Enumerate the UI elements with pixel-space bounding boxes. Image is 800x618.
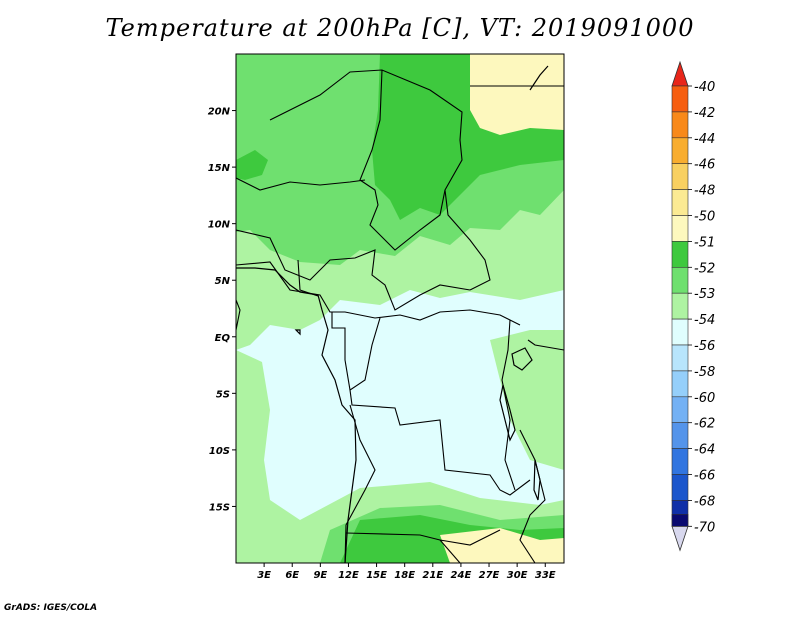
lon-tick-label: 3E bbox=[257, 570, 271, 581]
lon-tick-label: 15E bbox=[366, 570, 387, 581]
temperature-field bbox=[236, 54, 564, 563]
field-region-southeast-light bbox=[490, 330, 564, 470]
colorbar-swatch bbox=[671, 241, 689, 268]
lon-tick-label: 9E bbox=[313, 570, 327, 581]
colorbar-swatch bbox=[671, 137, 689, 165]
lake-victoria-coast bbox=[511, 347, 533, 371]
colorbar-swatch bbox=[671, 344, 689, 372]
field-region-southeast-yellow bbox=[440, 528, 564, 563]
longitude-axis: 3E 6E 9E 12E 15E 18E 21E 24E 27E 30E 33E bbox=[257, 563, 556, 581]
colorbar-bottom-arrow bbox=[671, 525, 689, 552]
colorbar-swatch bbox=[671, 111, 689, 139]
border-line bbox=[439, 539, 461, 563]
field-region-north-dark bbox=[372, 54, 564, 220]
lon-tick-label: 30E bbox=[507, 570, 528, 581]
lake-tanganyika-coast bbox=[499, 384, 516, 442]
lake-malawi-coast bbox=[533, 459, 541, 501]
colorbar-label: -70 bbox=[694, 520, 715, 535]
border-line bbox=[349, 317, 531, 496]
border-line bbox=[359, 69, 446, 251]
border-line bbox=[501, 319, 516, 491]
colorbar-swatch bbox=[671, 448, 689, 475]
lat-tick-label: 15S bbox=[209, 502, 230, 513]
colorbar-swatch bbox=[671, 189, 689, 216]
colorbar-swatch bbox=[671, 215, 689, 242]
border-line bbox=[236, 261, 521, 326]
colorbar-swatch bbox=[671, 474, 689, 501]
colorbar-label: -46 bbox=[694, 158, 715, 173]
lon-tick-label: 33E bbox=[535, 570, 556, 581]
lat-tick-label: EQ bbox=[215, 333, 231, 344]
coastline bbox=[236, 267, 357, 563]
lon-tick-label: 21E bbox=[422, 570, 443, 581]
map-frame bbox=[235, 53, 565, 564]
lon-tick-label: 18E bbox=[394, 570, 415, 581]
border-line bbox=[269, 69, 491, 291]
lat-tick-label: 5N bbox=[215, 276, 231, 287]
colorbar-swatch bbox=[671, 513, 689, 527]
colorbar-label: -68 bbox=[694, 494, 715, 509]
colorbar-swatch bbox=[671, 163, 689, 190]
coastlines bbox=[236, 65, 549, 563]
border-line bbox=[527, 339, 564, 351]
colorbar-label: -51 bbox=[694, 235, 715, 250]
colorbar-swatch bbox=[671, 292, 689, 320]
colorbar-swatch bbox=[671, 266, 689, 294]
colorbar-label: -54 bbox=[694, 313, 715, 328]
lat-tick-label: 15N bbox=[208, 163, 231, 174]
map-title: Temperature at 200hPa [C], VT: 201909100… bbox=[105, 14, 695, 42]
border-line bbox=[331, 312, 351, 391]
field-region-northeast-yellow bbox=[470, 54, 564, 135]
field-region-southwest-light bbox=[236, 350, 320, 563]
colorbar-label: -50 bbox=[694, 210, 715, 225]
lat-tick-label: 10N bbox=[208, 220, 231, 231]
colorbar-label: -66 bbox=[694, 469, 715, 484]
latitude-axis: 20N 15N 10N 5N EQ 5S 10S 15S bbox=[208, 107, 236, 513]
border-line bbox=[344, 404, 376, 563]
colorbar-label: -56 bbox=[694, 339, 715, 354]
credit-label: GrADS: IGES/COLA bbox=[4, 603, 98, 613]
colorbar-top-arrow bbox=[671, 60, 689, 87]
colorbar-label: -42 bbox=[694, 106, 715, 121]
red-sea-coast bbox=[529, 65, 549, 91]
island-coast bbox=[294, 329, 301, 336]
lat-tick-label: 5S bbox=[216, 389, 230, 400]
colorbar-label: -58 bbox=[694, 365, 715, 380]
colorbar-label: -40 bbox=[694, 80, 715, 95]
lon-tick-label: 6E bbox=[285, 570, 299, 581]
colorbar-swatch bbox=[671, 85, 689, 113]
lat-tick-label: 10S bbox=[209, 446, 230, 457]
colorbar-label: -53 bbox=[694, 287, 715, 302]
country-borders bbox=[236, 69, 564, 563]
colorbar-label: -64 bbox=[694, 443, 715, 458]
colorbar-swatch bbox=[671, 370, 689, 398]
border-line bbox=[236, 229, 471, 311]
lon-tick-label: 24E bbox=[451, 570, 472, 581]
colorbar-label: -60 bbox=[694, 391, 715, 406]
lat-tick-label: 20N bbox=[208, 107, 231, 118]
colorbar-label: -48 bbox=[694, 184, 715, 199]
border-line bbox=[236, 177, 366, 191]
field-region-northwest-dark bbox=[236, 150, 268, 180]
colorbar-swatch bbox=[671, 422, 689, 449]
colorbar-swatch bbox=[671, 318, 689, 346]
colorbar: -40 -42 -44 -46 -48 -50 -51 -52 -53 -54 -56 -58 -60 -… bbox=[671, 60, 715, 552]
lon-tick-label: 12E bbox=[338, 570, 359, 581]
border-line bbox=[236, 299, 241, 331]
colorbar-label: -52 bbox=[694, 261, 715, 276]
colorbar-label: -62 bbox=[694, 417, 715, 432]
colorbar-swatch bbox=[671, 396, 689, 423]
colorbar-label: -44 bbox=[694, 132, 715, 147]
lon-tick-label: 27E bbox=[479, 570, 500, 581]
border-line bbox=[519, 429, 546, 563]
